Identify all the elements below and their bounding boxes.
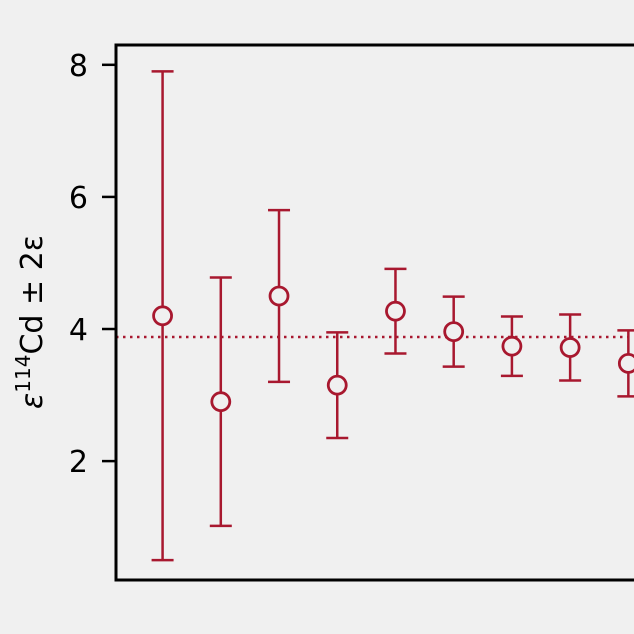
data-point-group: [559, 313, 582, 382]
data-point-marker: [268, 285, 290, 307]
data-point-marker: [501, 335, 523, 357]
data-point-group: [151, 70, 174, 562]
data-point-marker: [152, 305, 173, 327]
y-tick-label: 2: [69, 445, 88, 480]
y-axis-label-rest: Cd ± 2ε: [15, 235, 50, 355]
data-point-marker: [559, 337, 581, 358]
y-axis-label: ε114Cd ± 2ε: [11, 235, 50, 409]
data-point-group: [209, 276, 232, 528]
data-point-group: [326, 331, 349, 440]
data-point-marker: [617, 352, 634, 374]
data-point-marker: [210, 391, 232, 413]
data-point-group: [384, 267, 407, 355]
axes-layer: 2 4 6 8: [69, 43, 634, 582]
y-tick-label: 6: [69, 181, 88, 216]
plot-frame: [114, 43, 634, 582]
y-tick-label: 4: [69, 313, 88, 348]
data-point-group: [268, 208, 291, 384]
data-point-group: [500, 315, 523, 378]
data-point-marker: [443, 321, 465, 343]
y-axis-label-symbol: ε: [15, 393, 50, 409]
y-tick-label: 8: [69, 49, 88, 84]
data-marks-layer: [151, 70, 634, 562]
y-axis-label-superscript: 114: [11, 355, 35, 393]
data-point-group: [442, 295, 465, 368]
data-point-marker: [326, 374, 348, 396]
data-point-marker: [385, 300, 406, 322]
data-point-group: [617, 329, 634, 398]
